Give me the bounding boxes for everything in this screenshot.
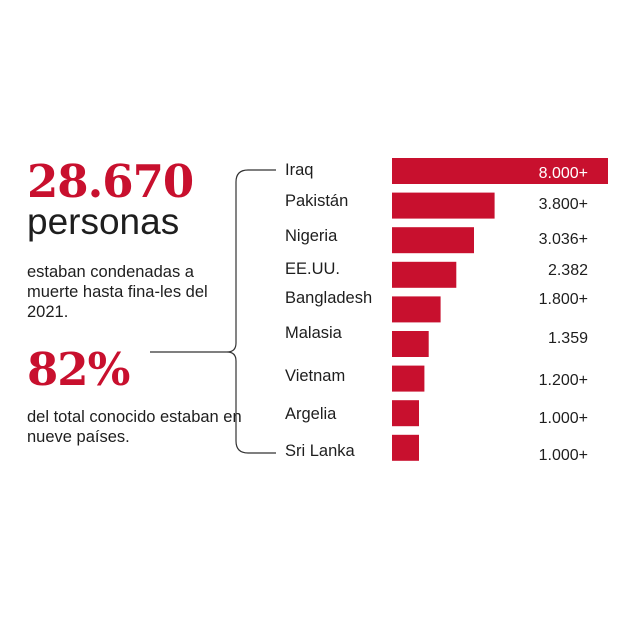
bar-3 — [392, 261, 457, 288]
bar-1 — [392, 192, 495, 219]
category-label-4: Bangladesh — [285, 289, 372, 307]
bar-4 — [392, 296, 441, 323]
bar-6 — [392, 365, 425, 392]
bar-7 — [392, 400, 419, 427]
value-label-3: 2.382 — [548, 262, 588, 279]
category-label-1: Pakistán — [285, 192, 348, 210]
value-label-7: 1.000+ — [539, 410, 588, 427]
category-label-3: EE.UU. — [285, 260, 340, 278]
value-label-0: 8.000+ — [539, 165, 588, 182]
value-label-5: 1.359 — [548, 330, 588, 347]
category-label-6: Vietnam — [285, 367, 345, 385]
bar-2 — [392, 227, 474, 254]
headline-number: 28.670 — [27, 155, 194, 208]
bar-5 — [392, 331, 429, 357]
value-label-6: 1.200+ — [539, 372, 588, 389]
category-label-0: Iraq — [285, 161, 313, 179]
value-label-8: 1.000+ — [539, 447, 588, 464]
headline-word: personas — [27, 201, 180, 242]
category-label-7: Argelia — [285, 405, 337, 423]
chart-marks: Iraq 8.000+ Pakistán 3.800+ Nigeria 3.036+ EE.… — [285, 158, 608, 464]
share-number: 82% — [27, 343, 130, 396]
connector-bracket — [150, 169, 276, 454]
bar-8 — [392, 434, 419, 461]
category-label-5: Malasia — [285, 324, 343, 342]
value-label-1: 3.800+ — [539, 196, 588, 213]
category-label-8: Sri Lanka — [285, 442, 356, 460]
category-label-2: Nigeria — [285, 227, 338, 245]
headline-text: estaban condenadas a muerte hasta fina-l… — [27, 263, 208, 321]
share-text: del total conocido estaban en nueve país… — [27, 408, 242, 446]
bar-0 — [392, 158, 608, 184]
value-label-4: 1.800+ — [539, 291, 588, 308]
value-label-2: 3.036+ — [539, 231, 588, 248]
